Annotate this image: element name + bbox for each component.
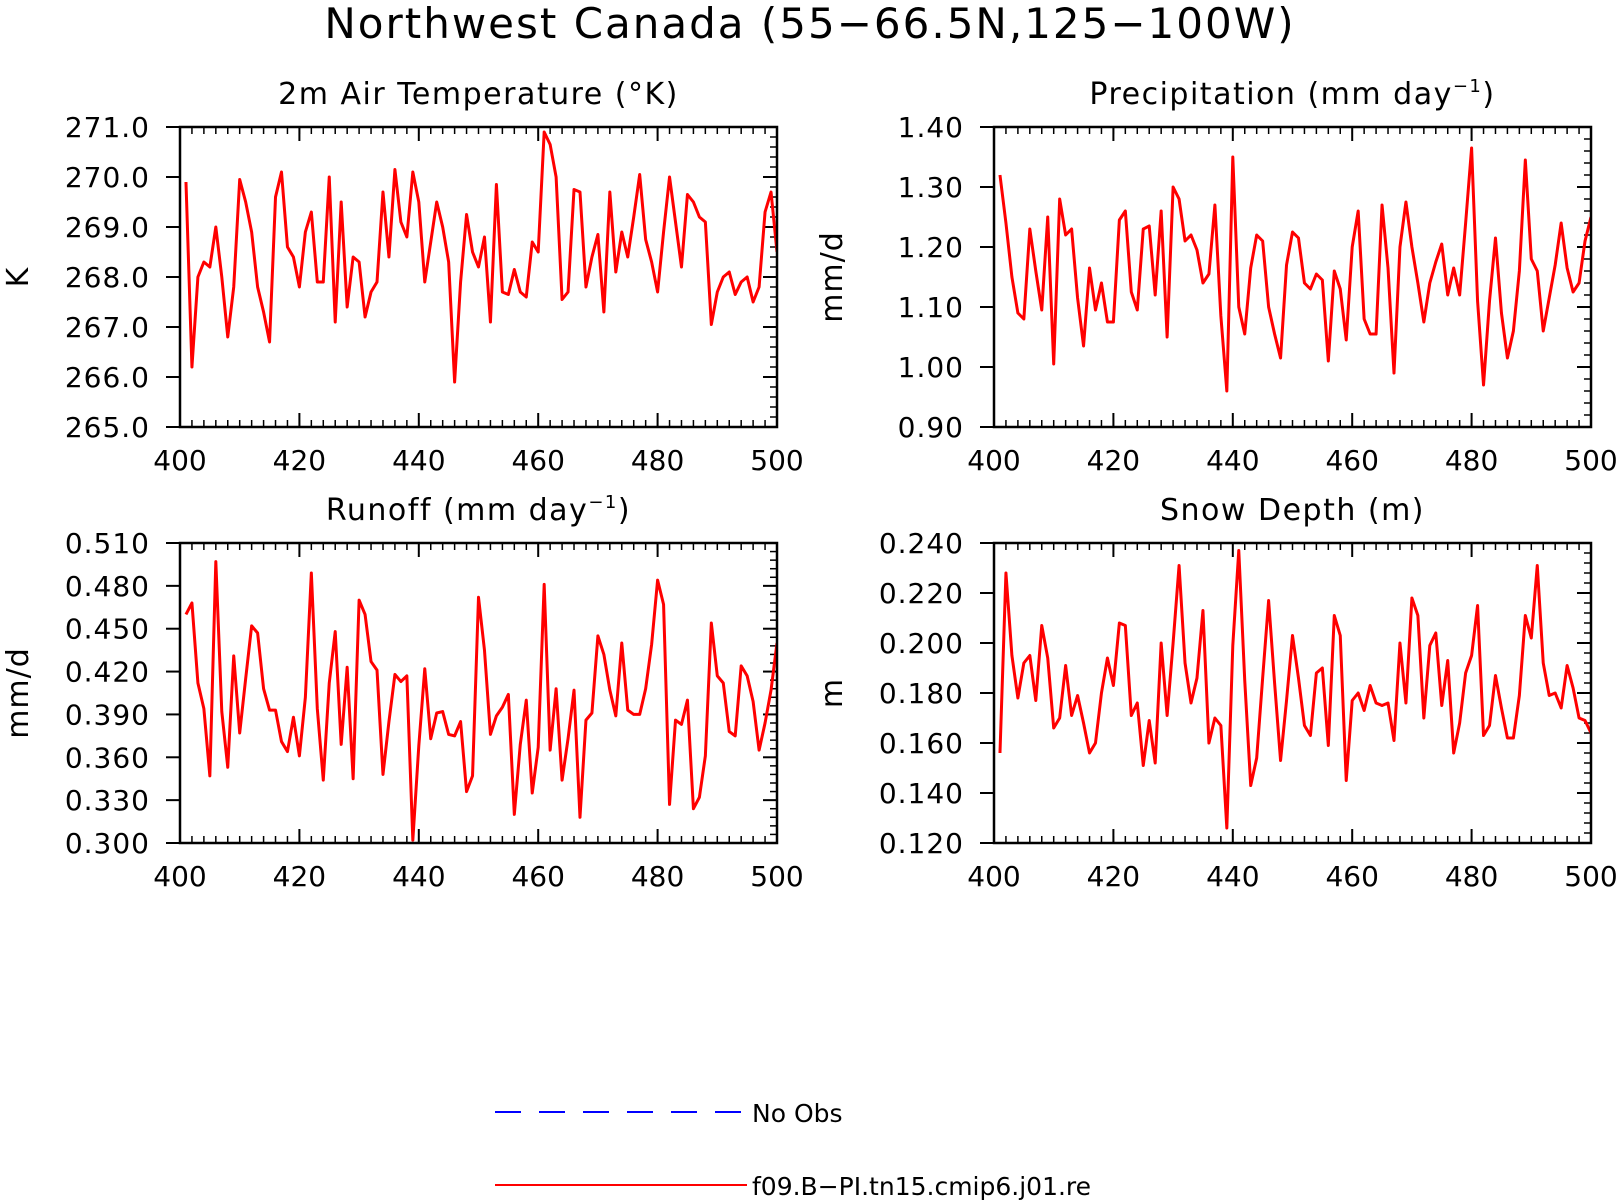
panel-title: Precipitation (mm day−1) (1089, 76, 1495, 112)
plot-frame (178, 541, 779, 845)
x-tick-label: 500 (1564, 444, 1617, 477)
y-tick-label: 0.300 (65, 827, 150, 860)
y-tick-label: 269.0 (65, 211, 150, 244)
plot-frame (178, 125, 779, 429)
panel-air-temperature: 2m Air Temperature (°K) K 400 420 440 460 480 5… (1, 77, 804, 477)
x-tick-label: 480 (631, 444, 684, 477)
y-tick-label: 1.30 (898, 171, 964, 204)
panel-precipitation: Precipitation (mm day−1) mm/d 400 420 440 460… (815, 76, 1618, 477)
x-tick-label: 500 (750, 860, 803, 893)
series-line (998, 549, 1591, 830)
legend-model-label: f09.B−PI.tn15.cmip6.j01.re (752, 1172, 1091, 1201)
panel-runoff: Runoff (mm day−1) mm/d 400 420 440 460 480 500 0… (1, 492, 804, 893)
x-tick-label: 400 (967, 444, 1020, 477)
legend-obs-label: No Obs (752, 1099, 843, 1128)
y-tick-label: 271.0 (65, 111, 150, 144)
y-tick-label: 268.0 (65, 261, 150, 294)
x-tick-label: 420 (1087, 444, 1140, 477)
x-tick-label: 420 (273, 860, 326, 893)
y-tick-label: 0.90 (898, 411, 964, 444)
x-tick-label: 440 (1206, 860, 1259, 893)
panel-title: Runoff (mm day−1) (326, 492, 631, 528)
y-tick-label: 267.0 (65, 311, 150, 344)
y-tick-label: 0.240 (879, 527, 964, 560)
y-tick-label: 0.200 (879, 627, 964, 660)
y-tick-label: 0.360 (65, 741, 150, 774)
y-tick-label: 0.140 (879, 777, 964, 810)
x-tick-label: 440 (392, 444, 445, 477)
y-tick-label: 0.220 (879, 577, 964, 610)
x-tick-label: 440 (1206, 444, 1259, 477)
y-tick-label: 0.330 (65, 784, 150, 817)
y-tick-label: 266.0 (65, 361, 150, 394)
series-line (998, 146, 1591, 393)
x-tick-label: 460 (1325, 860, 1378, 893)
y-axis-label: K (1, 266, 36, 287)
y-tick-label: 270.0 (65, 161, 150, 194)
y-tick-label: 0.120 (879, 827, 964, 860)
x-tick-label: 480 (1445, 444, 1498, 477)
y-axis-label: m (815, 678, 850, 708)
x-tick-label: 420 (273, 444, 326, 477)
x-tick-label: 400 (967, 860, 1020, 893)
y-tick-label: 0.450 (65, 613, 150, 646)
plot-frame (992, 541, 1593, 845)
figure-title: Northwest Canada (55−66.5N,125−100W) (324, 0, 1295, 48)
x-tick-label: 460 (1325, 444, 1378, 477)
x-tick-label: 500 (750, 444, 803, 477)
y-tick-label: 0.390 (65, 698, 150, 731)
series-line (184, 560, 777, 842)
y-tick-label: 0.480 (65, 570, 150, 603)
x-tick-label: 400 (153, 444, 206, 477)
y-tick-label: 265.0 (65, 411, 150, 444)
x-tick-label: 400 (153, 860, 206, 893)
x-tick-label: 480 (631, 860, 684, 893)
y-axis-label: mm/d (1, 647, 36, 739)
y-axis-label: mm/d (815, 231, 850, 323)
x-tick-label: 440 (392, 860, 445, 893)
panel-snow-depth: Snow Depth (m) m 400 420 440 460 480 500 0.120 0.… (815, 493, 1618, 893)
x-tick-label: 500 (1564, 860, 1617, 893)
x-tick-label: 460 (511, 444, 564, 477)
plot-frame (992, 125, 1593, 429)
y-tick-label: 1.40 (898, 111, 964, 144)
y-tick-label: 1.20 (898, 231, 964, 264)
panel-title: 2m Air Temperature (°K) (278, 77, 679, 112)
series-line (184, 130, 777, 384)
x-tick-label: 480 (1445, 860, 1498, 893)
x-tick-label: 460 (511, 860, 564, 893)
legend: No Obs f09.B−PI.tn15.cmip6.j01.re (495, 1099, 1091, 1201)
y-tick-label: 0.180 (879, 677, 964, 710)
panel-title: Snow Depth (m) (1160, 493, 1425, 528)
y-tick-label: 1.10 (898, 291, 964, 324)
y-tick-label: 0.420 (65, 656, 150, 689)
y-tick-label: 1.00 (898, 351, 964, 384)
y-tick-label: 0.160 (879, 727, 964, 760)
x-tick-label: 420 (1087, 860, 1140, 893)
y-tick-label: 0.510 (65, 527, 150, 560)
